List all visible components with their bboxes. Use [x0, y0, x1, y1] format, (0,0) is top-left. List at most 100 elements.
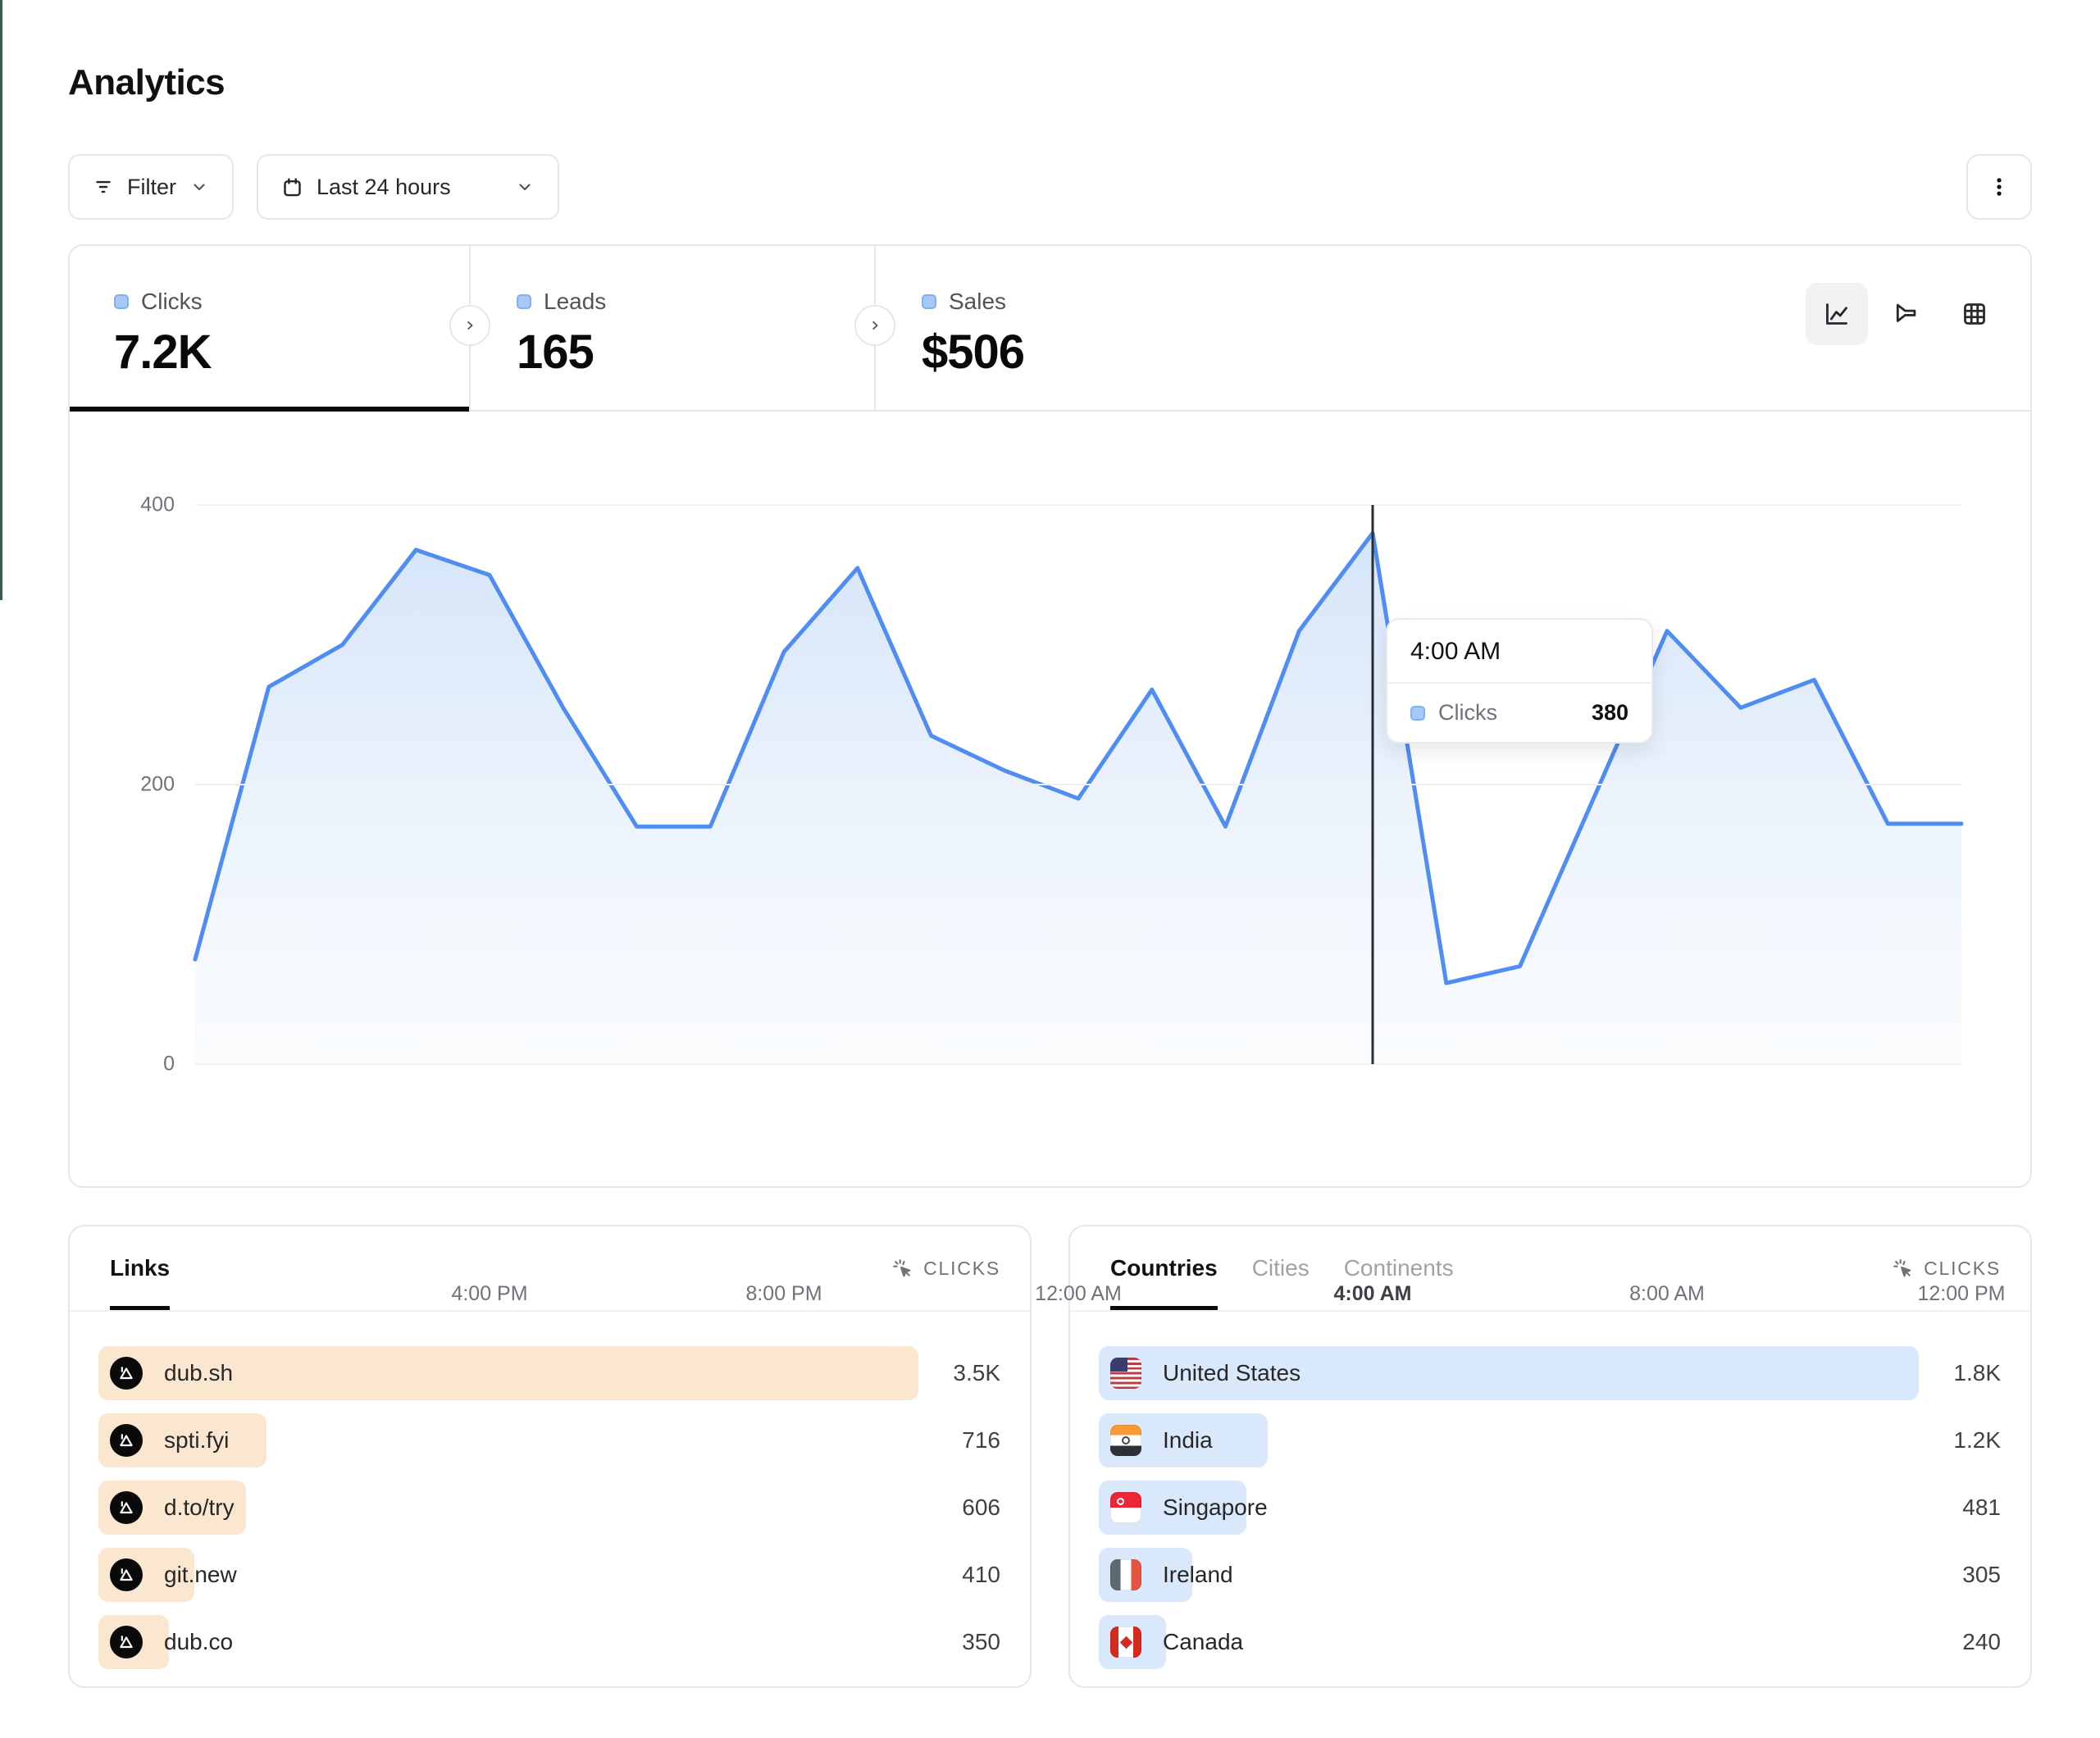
flag-us-icon: [1110, 1358, 1141, 1389]
sales-legend-chip: [922, 294, 936, 309]
analytics-page: Analytics Filter Last 24 hours: [0, 0, 2100, 1688]
stat-label: Sales: [949, 289, 1007, 314]
dub-logo-icon: [110, 1558, 143, 1591]
link-row[interactable]: spti.fyi 716: [98, 1413, 1000, 1467]
gridline: [195, 784, 1961, 786]
kebab-vertical-icon: [1987, 175, 2011, 199]
tooltip-legend-chip: [1410, 705, 1425, 721]
row-label: Canada: [1163, 1629, 1244, 1654]
country-row[interactable]: India 1.2K: [1099, 1413, 2001, 1467]
flag-ca-icon: [1110, 1627, 1141, 1658]
links-panel-header: Links CLICKS: [70, 1226, 1030, 1312]
tab-cities[interactable]: Cities: [1251, 1255, 1310, 1281]
country-row[interactable]: United States 1.8K: [1099, 1346, 2001, 1400]
stat-tab-clicks[interactable]: Clicks 7.2K: [70, 246, 469, 412]
expand-leads-button[interactable]: [449, 305, 490, 346]
stat-value: 7.2K: [114, 325, 212, 379]
row-value: 716: [962, 1427, 1000, 1453]
row-value: 1.2K: [1953, 1427, 2001, 1453]
toolbar: Filter Last 24 hours: [68, 154, 2032, 220]
bar-track: [1099, 1346, 1919, 1400]
row-value: 3.5K: [953, 1360, 1000, 1385]
row-label: d.to/try: [164, 1495, 235, 1520]
row-value: 410: [962, 1562, 1000, 1587]
stat-tab-sales[interactable]: Sales $506: [874, 246, 1025, 410]
y-axis-label: 400: [140, 493, 175, 516]
countries-metric-label: CLICKS: [1924, 1257, 2001, 1279]
row-label: dub.co: [164, 1629, 234, 1654]
tab-countries[interactable]: Countries: [1110, 1226, 1218, 1310]
dub-logo-icon: [110, 1626, 143, 1658]
x-axis-label: 8:00 PM: [745, 1282, 822, 1305]
tab-links[interactable]: Links: [110, 1226, 171, 1310]
filter-label: Filter: [127, 174, 176, 199]
link-row[interactable]: dub.sh 3.5K: [98, 1346, 1000, 1400]
link-row[interactable]: d.to/try 606: [98, 1481, 1000, 1535]
tooltip-value: 380: [1591, 700, 1629, 725]
line-chart-icon: [1826, 303, 1847, 325]
active-tab-underline: [70, 407, 469, 412]
stat-value: $506: [922, 325, 1025, 379]
expand-sales-button[interactable]: [854, 305, 895, 346]
link-row[interactable]: dub.co 350: [98, 1615, 1000, 1669]
tooltip-series-label: Clicks: [1438, 700, 1497, 725]
row-label: git.new: [164, 1562, 237, 1587]
y-axis-label: 0: [163, 1052, 175, 1076]
dub-logo-icon: [110, 1357, 143, 1390]
value-bar: [1099, 1346, 1919, 1400]
link-row[interactable]: git.new 410: [98, 1548, 1000, 1602]
row-value: 1.8K: [1953, 1360, 2001, 1385]
flag-in-icon: [1110, 1425, 1141, 1456]
y-axis-label: 200: [140, 772, 175, 796]
view-toggle-table[interactable]: [1943, 283, 2006, 345]
row-label: India: [1163, 1427, 1213, 1453]
row-label: spti.fyi: [164, 1427, 230, 1453]
countries-rows: United States 1.8K India 1.2K Singapore 481 Ir…: [1070, 1312, 2030, 1682]
analytics-card: Clicks 7.2K Leads 165 Sales $506: [68, 244, 2032, 1305]
cursor-click-icon: [1893, 1258, 1911, 1276]
filter-button[interactable]: Filter: [68, 154, 234, 220]
more-options-button[interactable]: [1966, 154, 2032, 220]
links-panel: Links CLICKS dub.sh 3.5K spti.fyi 716 d.to/t…: [68, 1225, 1032, 1688]
gridline: [195, 1063, 1961, 1065]
x-axis-label: 12:00 PM: [1917, 1282, 2006, 1305]
row-label: Singapore: [1163, 1495, 1268, 1520]
date-range-label: Last 24 hours: [317, 174, 451, 199]
view-toggle-funnel[interactable]: [1875, 283, 1937, 345]
dub-logo-icon: [110, 1491, 143, 1524]
country-row[interactable]: Singapore 481: [1099, 1481, 2001, 1535]
clicks-line: [193, 530, 1964, 985]
clicks-chart[interactable]: 4:00 AM Clicks 380 0 200 400 4:00 PM 8:00 PM…: [140, 449, 2005, 1305]
chart-crosshair: [1371, 505, 1374, 1064]
links-rows: dub.sh 3.5K spti.fyi 716 d.to/try 606 git.new 4…: [70, 1312, 1030, 1682]
links-metric-label: CLICKS: [923, 1257, 1000, 1279]
view-toggle-line-chart[interactable]: [1806, 283, 1868, 345]
bar-track: [98, 1346, 918, 1400]
row-label: United States: [1163, 1360, 1301, 1385]
country-row[interactable]: Canada 240: [1099, 1615, 2001, 1669]
x-axis-label: 8:00 AM: [1629, 1282, 1705, 1305]
date-range-button[interactable]: Last 24 hours: [257, 154, 559, 220]
funnel-icon: [1896, 303, 1916, 322]
row-value: 305: [1962, 1562, 2001, 1587]
x-axis-label: 12:00 AM: [1035, 1282, 1122, 1305]
links-metric[interactable]: CLICKS: [891, 1226, 1000, 1310]
bar-track: [1099, 1413, 1919, 1467]
chevron-right-icon: [467, 321, 473, 330]
row-value: 350: [962, 1629, 1000, 1654]
chart-tooltip: 4:00 AM Clicks 380: [1386, 618, 1653, 744]
window-edge-strip: [0, 0, 2, 600]
country-row[interactable]: Ireland 305: [1099, 1548, 2001, 1602]
stat-label: Leads: [544, 289, 607, 314]
area-chart-svg: [193, 530, 1964, 1064]
chevron-down-icon: [515, 177, 535, 197]
row-value: 481: [1962, 1495, 2001, 1520]
stat-value: 165: [517, 325, 594, 379]
dub-logo-icon: [110, 1424, 143, 1457]
countries-panel: Countries Cities Continents CLICKS Unite…: [1068, 1225, 2032, 1688]
tab-continents[interactable]: Continents: [1343, 1255, 1454, 1281]
countries-metric[interactable]: CLICKS: [1892, 1226, 2001, 1310]
breakdown-panels: Links CLICKS dub.sh 3.5K spti.fyi 716 d.to/t…: [68, 1225, 2032, 1688]
chevron-right-icon: [872, 321, 878, 330]
stat-tab-leads[interactable]: Leads 165: [469, 246, 874, 410]
